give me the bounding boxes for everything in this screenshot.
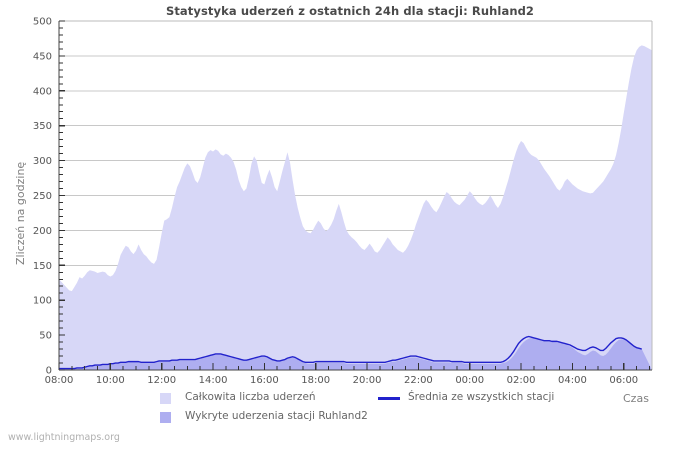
svg-text:08:00: 08:00: [45, 375, 74, 386]
svg-text:150: 150: [33, 261, 52, 272]
series-area-station: [59, 337, 652, 370]
legend-swatch-station: [160, 412, 171, 423]
series-area-total: [59, 45, 652, 371]
svg-text:100: 100: [33, 296, 52, 307]
svg-text:200: 200: [33, 226, 52, 237]
svg-text:04:00: 04:00: [558, 375, 587, 386]
svg-text:22:00: 22:00: [404, 375, 433, 386]
svg-text:00:00: 00:00: [455, 375, 484, 386]
x-axis-label: Czas: [623, 392, 649, 405]
svg-text:14:00: 14:00: [199, 375, 228, 386]
svg-text:500: 500: [33, 17, 52, 28]
legend-swatch-total: [160, 393, 171, 404]
legend-label-average: Średnia ze wszystkich stacji: [408, 391, 555, 403]
svg-text:300: 300: [33, 156, 52, 167]
svg-text:18:00: 18:00: [301, 375, 330, 386]
svg-text:12:00: 12:00: [147, 375, 176, 386]
svg-text:50: 50: [39, 331, 52, 342]
svg-text:16:00: 16:00: [250, 375, 279, 386]
series-line-average: [59, 335, 642, 370]
svg-text:350: 350: [33, 121, 52, 132]
svg-text:250: 250: [33, 191, 52, 202]
svg-text:0: 0: [46, 366, 52, 377]
svg-text:400: 400: [33, 86, 52, 97]
legend-label-total: Całkowita liczba uderzeń: [185, 391, 316, 403]
svg-text:02:00: 02:00: [507, 375, 536, 386]
svg-text:06:00: 06:00: [609, 375, 638, 386]
y-axis-ticks: 0 50 100 150 200 250 300 350 400 450 500: [33, 17, 65, 377]
svg-text:20:00: 20:00: [353, 375, 382, 386]
footer-attribution: www.lightningmaps.org: [8, 432, 120, 443]
legend-label-station: Wykryte uderzenia stacji Ruhland2: [185, 410, 368, 422]
svg-text:450: 450: [33, 51, 52, 62]
svg-text:10:00: 10:00: [96, 375, 125, 386]
x-axis-ticks: 08:00 10:00 12:00 14:00 16:00 18:00 20:00 22:00…: [45, 363, 650, 386]
chart-title: Statystyka uderzeń z ostatnich 24h dla s…: [165, 4, 535, 18]
legend-line-average: [378, 397, 400, 400]
